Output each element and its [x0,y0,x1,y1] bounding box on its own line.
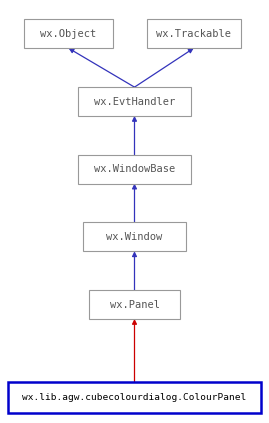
Text: wx.Object: wx.Object [40,29,97,39]
FancyBboxPatch shape [8,382,261,414]
Text: wx.lib.agw.cubecolourdialog.ColourPanel: wx.lib.agw.cubecolourdialog.ColourPanel [22,393,247,402]
Text: wx.WindowBase: wx.WindowBase [94,164,175,174]
FancyBboxPatch shape [83,222,186,251]
FancyBboxPatch shape [147,19,241,48]
Text: wx.Panel: wx.Panel [109,299,160,310]
FancyBboxPatch shape [78,87,191,116]
FancyBboxPatch shape [24,19,113,48]
FancyBboxPatch shape [89,290,180,319]
Text: wx.Window: wx.Window [106,232,163,242]
FancyBboxPatch shape [78,155,191,184]
Text: wx.Trackable: wx.Trackable [156,29,231,39]
Text: wx.EvtHandler: wx.EvtHandler [94,96,175,107]
